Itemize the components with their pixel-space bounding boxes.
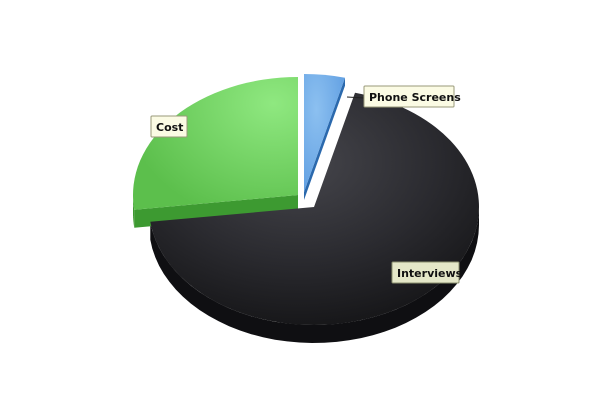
label-box-phone-screens: [363, 85, 455, 108]
label-text-interviews: Interviews: [397, 267, 463, 280]
label-box-interviews: [391, 261, 460, 284]
pie-slice-phone-screens[interactable]: [304, 74, 345, 192]
pie-slice-side-cost: [133, 195, 135, 228]
pie-slice-cost[interactable]: [132, 76, 298, 210]
pie-slice-face-phone-screens: [304, 77, 345, 200]
label-text-cost: Cost: [156, 121, 183, 134]
slice-label-cost: Cost: [150, 115, 188, 138]
slice-label-interviews: Interviews: [391, 261, 463, 284]
label-box-cost: [150, 115, 188, 138]
label-text-phone-screens: Phone Screens: [369, 91, 461, 104]
slice-label-phone-screens: Phone Screens: [346, 85, 461, 108]
leader-line-phone-screens: [346, 96, 365, 99]
